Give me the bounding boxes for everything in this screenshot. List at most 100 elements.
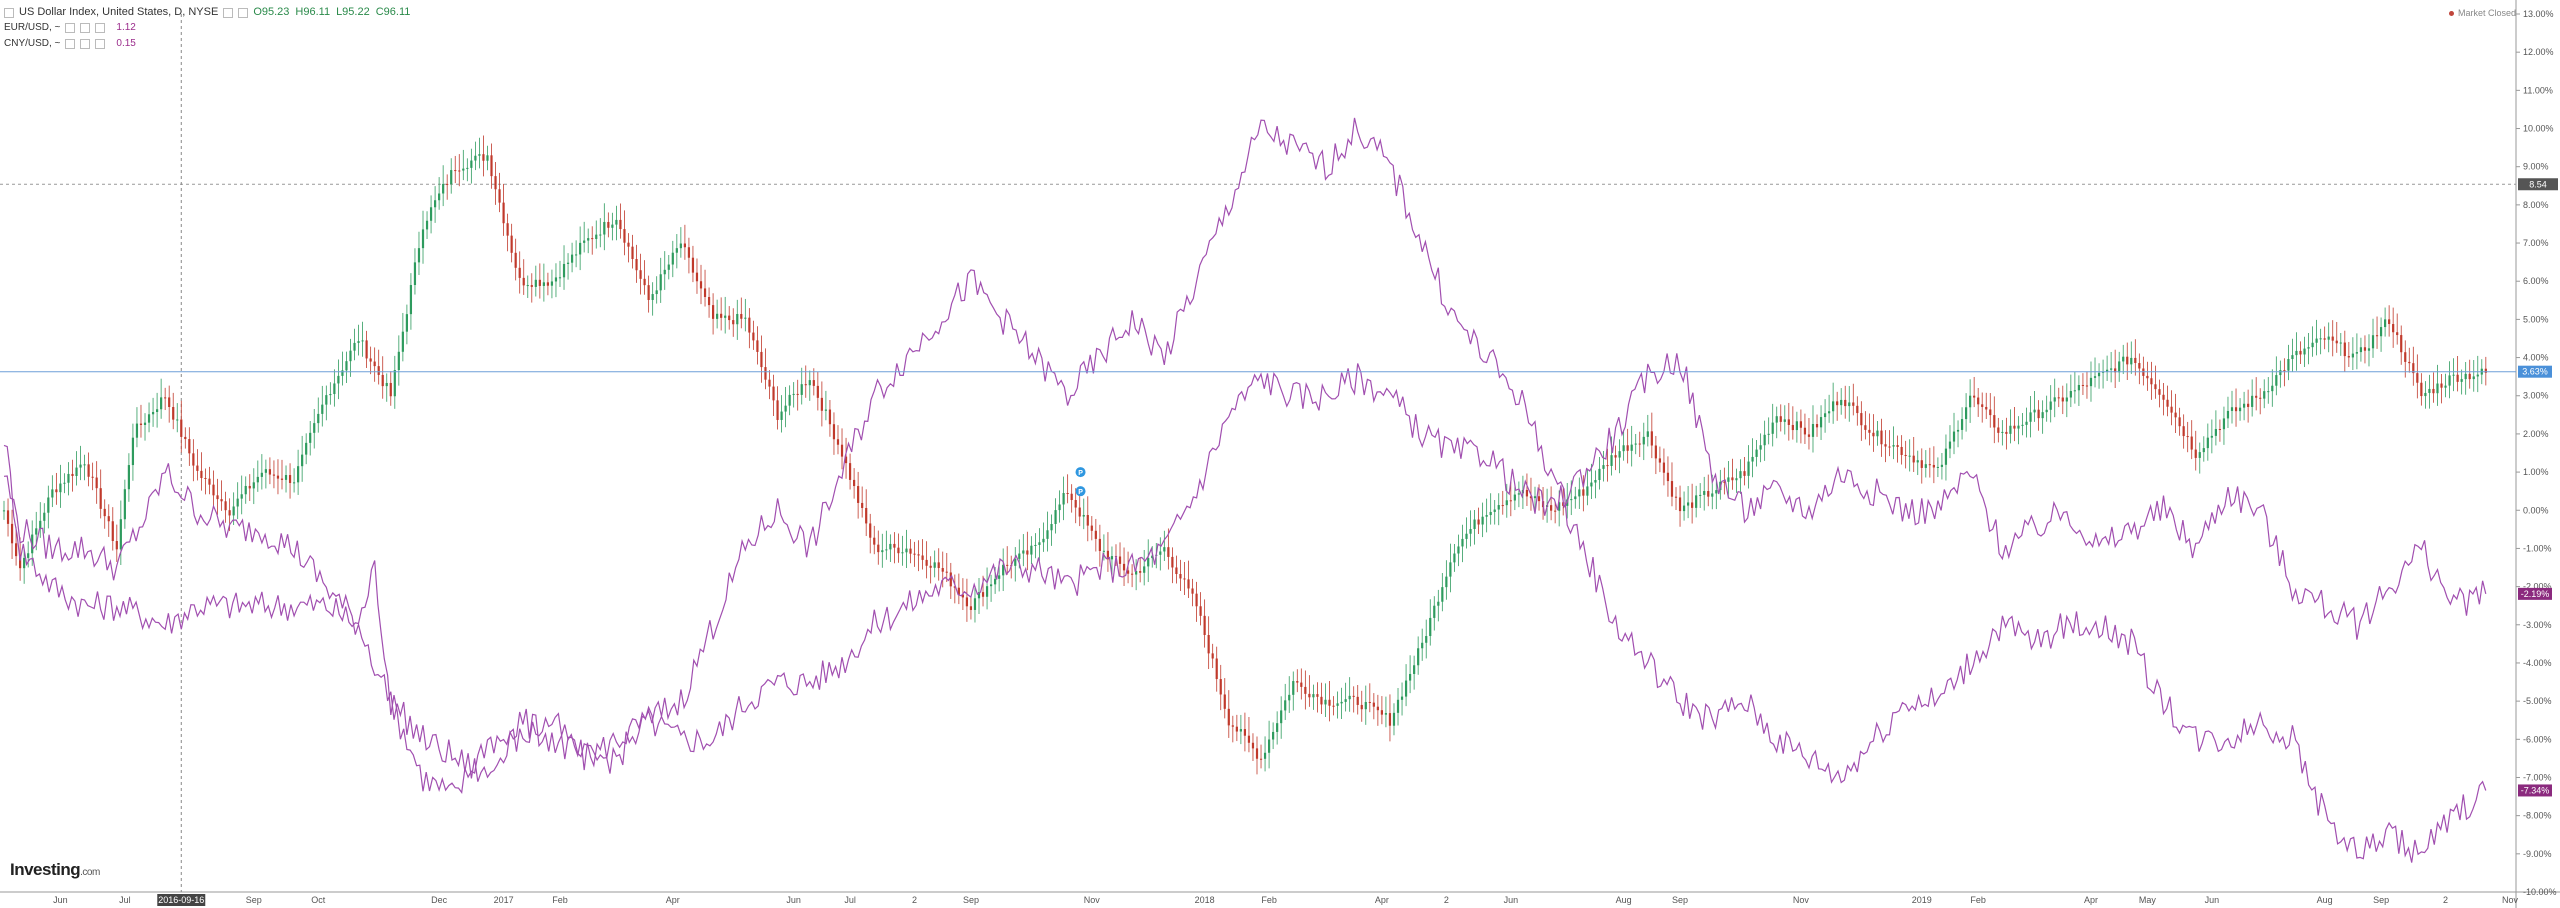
settings-icon[interactable] — [80, 23, 91, 33]
candle-body — [55, 489, 58, 493]
candle-body — [1336, 703, 1339, 706]
close-icon[interactable] — [95, 23, 106, 33]
candle-body — [2444, 385, 2447, 388]
chart-legend: US Dollar Index, United States, D, NYSE … — [4, 5, 416, 52]
candle-body — [1344, 699, 1347, 702]
y-tick-label: 8.00% — [2523, 200, 2549, 210]
candle-body — [147, 414, 151, 423]
candle-body — [1981, 404, 1984, 407]
candle-body — [1267, 739, 1271, 753]
candle-body — [1936, 466, 1939, 468]
close-icon[interactable] — [95, 39, 106, 49]
candle-body — [2351, 353, 2354, 358]
candle-body — [1948, 441, 1952, 449]
candle-body — [2408, 361, 2411, 364]
candle-body — [1505, 500, 1508, 506]
event-marker[interactable] — [1075, 467, 1086, 478]
candle-body — [1799, 421, 1803, 428]
candle-body — [1940, 464, 1944, 467]
candle-body — [603, 221, 606, 235]
event-marker[interactable] — [1075, 486, 1086, 497]
candle-body — [514, 252, 517, 268]
candle-body — [1147, 558, 1150, 567]
candle-body — [671, 252, 674, 265]
candle-body — [1292, 681, 1295, 695]
close-icon[interactable] — [238, 7, 249, 18]
candle-body — [389, 382, 392, 397]
settings-icon[interactable] — [223, 7, 234, 18]
candles-group — [2, 135, 2487, 775]
candle-body — [957, 587, 960, 595]
compare-name[interactable]: CNY/USD, ~ — [4, 38, 61, 49]
candle-body — [1989, 409, 1992, 416]
candle-body — [2001, 431, 2004, 433]
candle-body — [1058, 504, 1061, 511]
candle-body — [1280, 710, 1283, 724]
candle-body — [1924, 464, 1927, 468]
candle-body — [1429, 617, 1432, 637]
candle-body — [2464, 373, 2467, 380]
candle-body — [2379, 327, 2383, 337]
candle-body — [345, 361, 348, 371]
candle-body — [1259, 758, 1263, 760]
candle-body — [1288, 694, 1291, 701]
candle-body — [280, 478, 284, 480]
candle-body — [1537, 496, 1541, 502]
candle-body — [1090, 525, 1093, 531]
eye-icon[interactable] — [65, 39, 76, 49]
candle-body — [184, 436, 187, 440]
candle-body — [929, 565, 932, 568]
candle-body — [1461, 538, 1464, 547]
candle-body — [695, 272, 699, 282]
last-value-badge — [2518, 587, 2552, 600]
candle-body — [538, 279, 541, 286]
candle-body — [1832, 401, 1835, 412]
open-value: O95.23 — [253, 6, 290, 18]
candle-body — [1074, 500, 1077, 508]
candle-body — [474, 155, 477, 161]
candle-body — [1868, 429, 1871, 433]
x-tick-label: Aug — [1616, 895, 1632, 905]
candle-body — [1666, 472, 1670, 482]
candle-body — [1102, 550, 1106, 552]
candle-body — [699, 281, 703, 289]
candle-body — [2295, 350, 2298, 356]
candle-body — [1203, 615, 1206, 635]
candle-body — [921, 555, 924, 560]
candle-body — [607, 221, 610, 228]
low-value: L95.22 — [336, 6, 370, 18]
candle-body — [1912, 455, 1915, 463]
candle-body — [139, 423, 143, 425]
candle-body — [1836, 401, 1839, 406]
candle-body — [1400, 696, 1404, 700]
symbol-title[interactable]: US Dollar Index, United States, D, NYSE — [19, 6, 219, 18]
candle-body — [873, 537, 876, 545]
compare-name[interactable]: EUR/USD, ~ — [4, 22, 61, 33]
settings-icon[interactable] — [80, 39, 91, 49]
candle-body — [546, 282, 550, 286]
candle-body — [2045, 409, 2048, 413]
candle-body — [1570, 499, 1573, 501]
candle-body — [1964, 407, 1968, 420]
candle-body — [776, 400, 779, 420]
candle-body — [1803, 427, 1807, 435]
candle-body — [913, 553, 916, 555]
status-dot-icon — [2448, 10, 2454, 16]
candle-body — [377, 366, 380, 375]
y-tick-label: 2.00% — [2523, 429, 2549, 439]
candle-body — [2363, 347, 2367, 351]
candle-body — [2279, 370, 2282, 376]
candle-body — [663, 269, 666, 275]
candle-body — [2234, 407, 2238, 412]
candle-body — [2267, 391, 2270, 393]
candle-body — [2299, 350, 2302, 355]
candle-body — [1747, 461, 1750, 476]
candle-body — [260, 472, 263, 477]
candle-body — [2384, 319, 2387, 328]
candle-body — [1739, 471, 1742, 479]
collapse-icon[interactable] — [4, 7, 14, 18]
candle-body — [736, 313, 739, 325]
eye-icon[interactable] — [65, 23, 76, 33]
candle-body — [482, 154, 485, 161]
